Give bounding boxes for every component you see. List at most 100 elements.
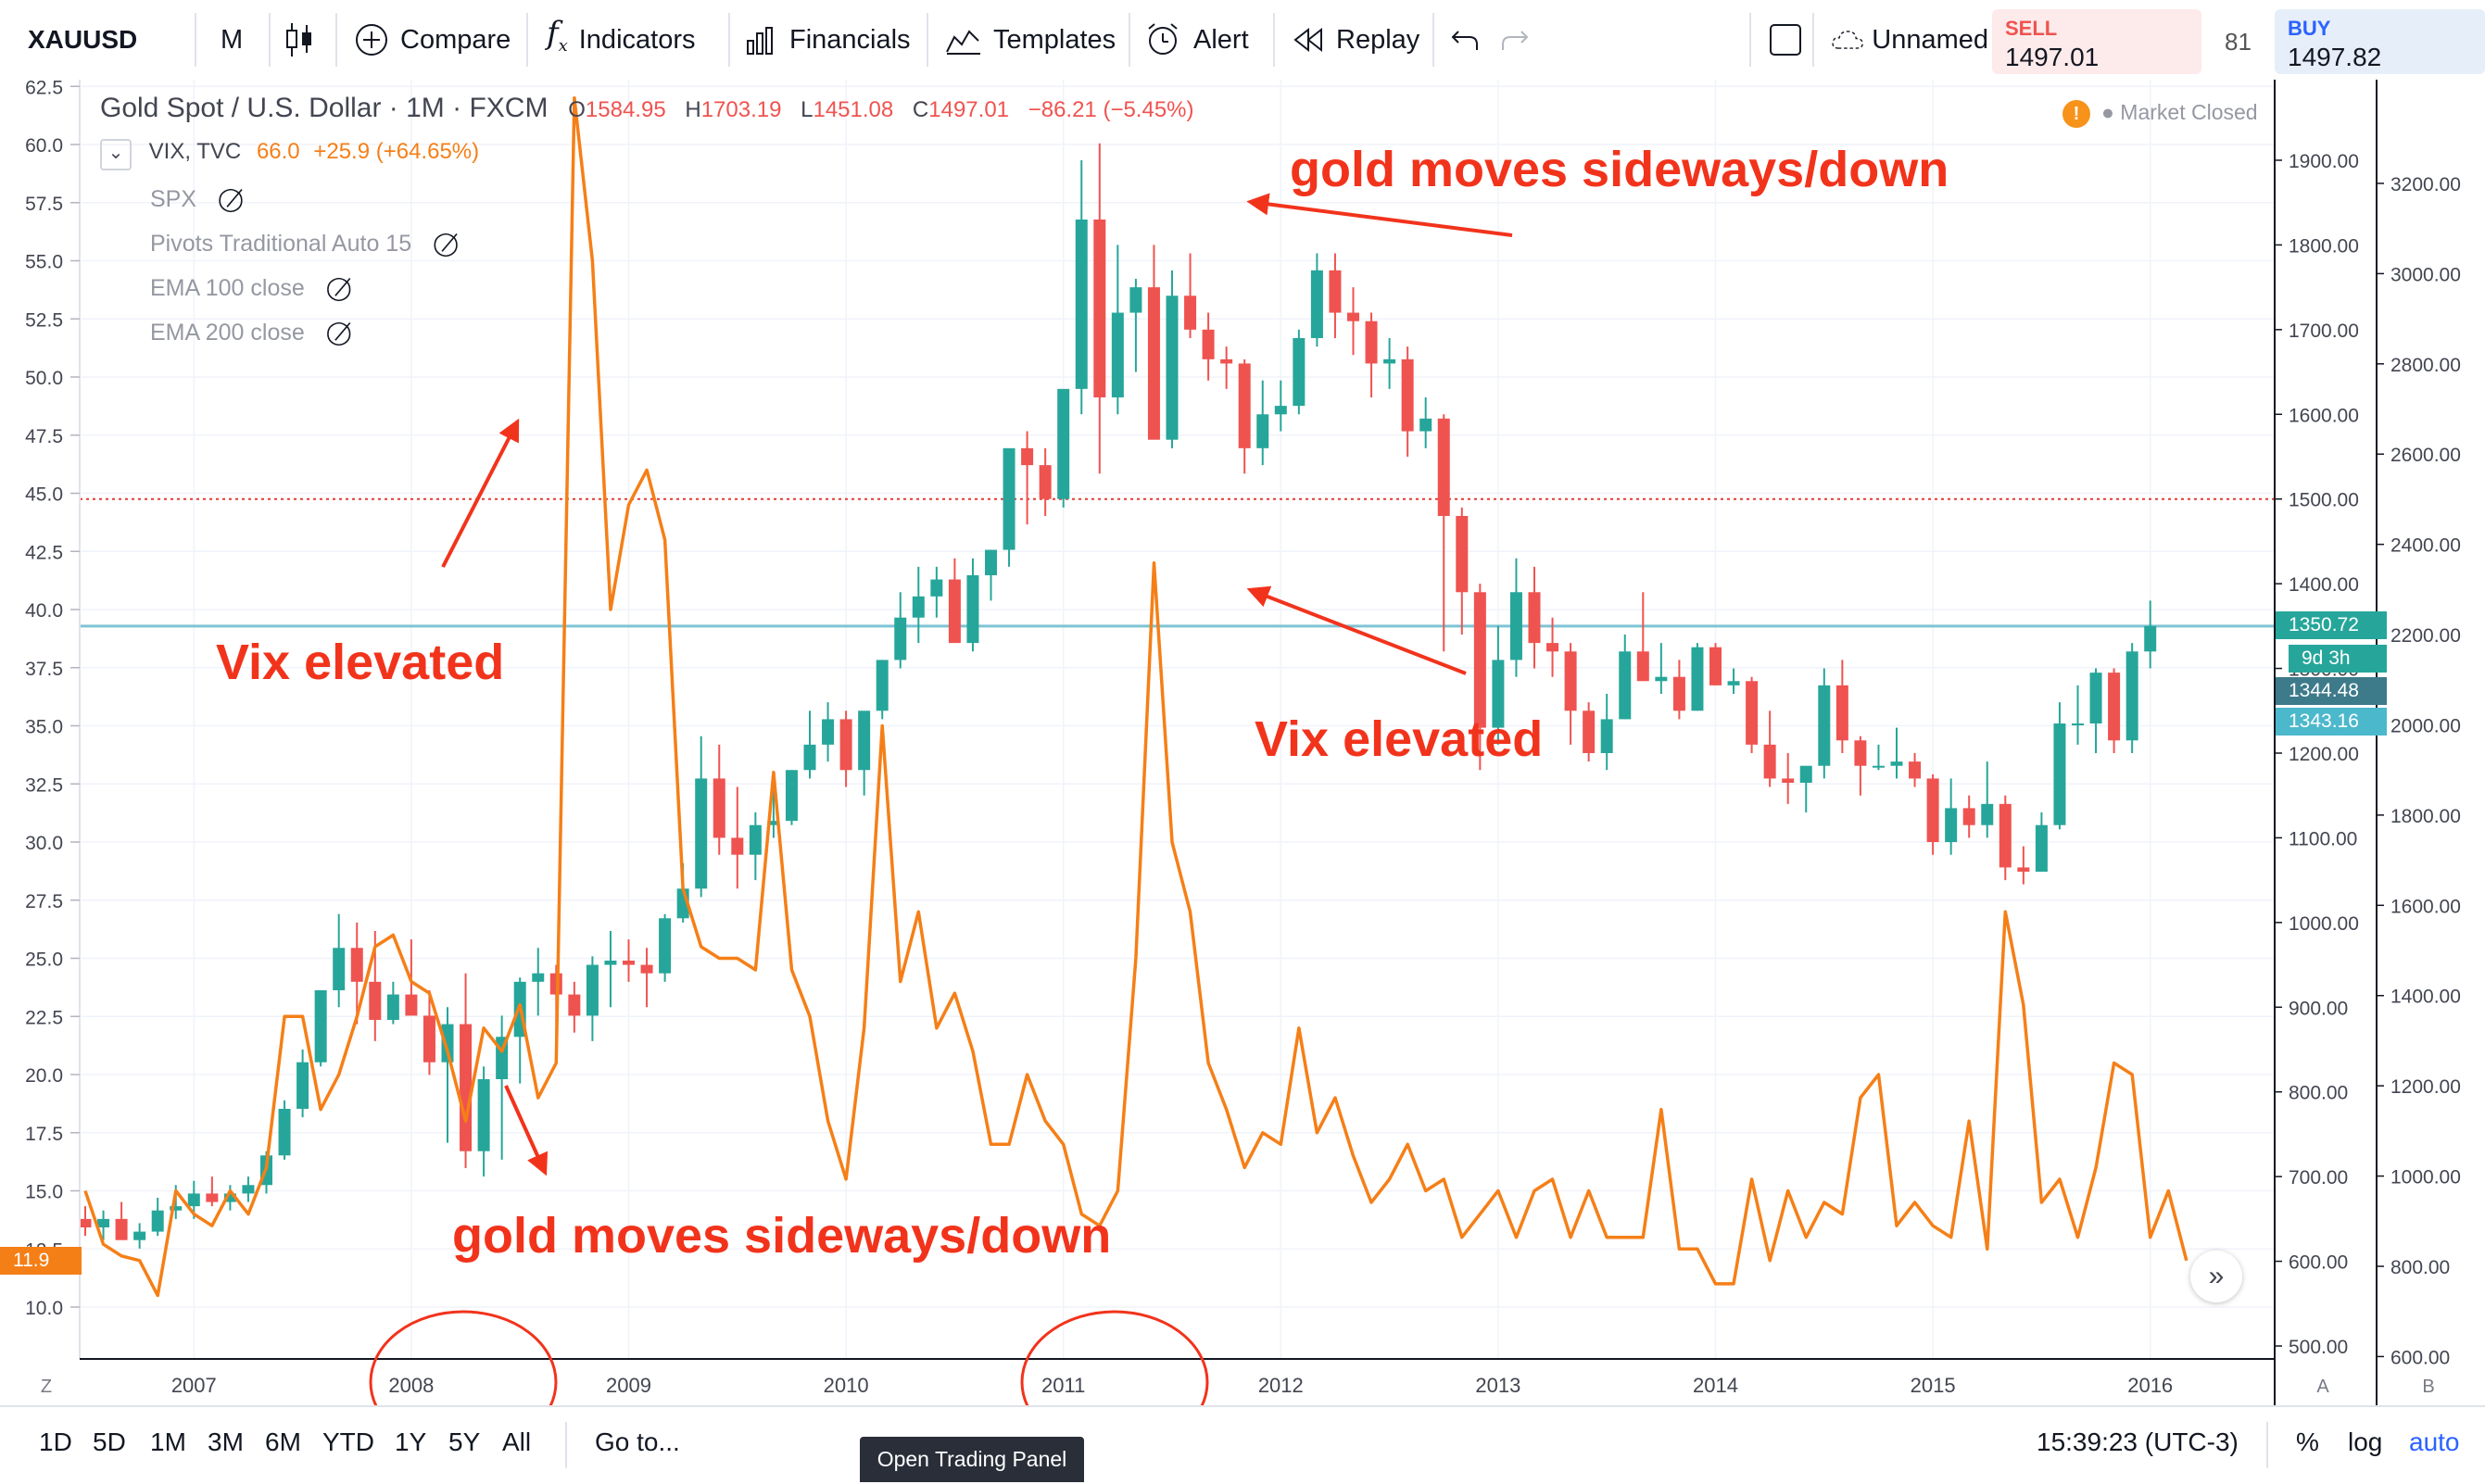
candle-body xyxy=(350,948,363,982)
candle-body xyxy=(79,1218,92,1227)
candle-body xyxy=(1473,592,1486,728)
candle xyxy=(1039,447,1052,516)
candle xyxy=(1746,676,1759,753)
templates-button[interactable]: Templates xyxy=(945,0,1116,80)
candle-body xyxy=(930,579,943,597)
candle xyxy=(1564,643,1577,745)
close-label: C xyxy=(912,97,929,122)
eye-crossed-icon[interactable]: ◯̸ xyxy=(433,231,460,257)
x-tick-label: 2009 xyxy=(606,1374,651,1397)
redo-button[interactable] xyxy=(1499,0,1531,80)
divider xyxy=(1749,13,1751,67)
candle-body xyxy=(278,1108,291,1156)
vix-tick-label: 25.0 xyxy=(25,950,63,971)
candle xyxy=(1419,396,1432,448)
candle-body xyxy=(1093,219,1106,397)
candle-body xyxy=(604,960,617,965)
candle-body xyxy=(1274,406,1287,415)
candle-body xyxy=(749,824,762,855)
symbol-search[interactable]: XAUUSD xyxy=(28,0,137,80)
range-5d[interactable]: 5D xyxy=(93,1427,126,1456)
candle-body xyxy=(1564,651,1577,711)
vix-tick-label: 45.0 xyxy=(25,484,63,506)
vix-tick-label: 35.0 xyxy=(25,717,63,738)
open-trading-panel-button[interactable]: Open Trading Panel xyxy=(860,1437,1084,1482)
log-toggle[interactable]: log xyxy=(2348,1427,2383,1456)
candle xyxy=(2089,668,2102,753)
gold-tick-label: 900.00 xyxy=(2289,998,2348,1019)
candle-body xyxy=(803,744,816,771)
indicators-button[interactable]: fx Indicators xyxy=(547,0,695,80)
indicator-ema100[interactable]: EMA 100 close ◯̸ xyxy=(150,274,352,302)
replay-label: Replay xyxy=(1336,24,1420,55)
indicator-ema200[interactable]: EMA 200 close ◯̸ xyxy=(150,319,352,346)
range-1m[interactable]: 1M xyxy=(150,1427,186,1456)
indicator-pivots[interactable]: Pivots Traditional Auto 15 ◯̸ xyxy=(150,230,459,258)
warning-icon[interactable]: ! xyxy=(2062,100,2090,128)
candle xyxy=(1111,245,1124,415)
auto-toggle[interactable]: auto xyxy=(2409,1427,2460,1456)
indicator-spx[interactable]: SPX ◯̸ xyxy=(150,185,244,213)
candle-body xyxy=(1492,660,1505,728)
vix-tick-label: 50.0 xyxy=(25,368,63,389)
collapse-icon[interactable]: ⌄ xyxy=(100,139,132,170)
percent-toggle[interactable]: % xyxy=(2296,1427,2319,1456)
fullscreen-button[interactable] xyxy=(1768,0,1803,80)
x-tick-label: 2011 xyxy=(1041,1374,1085,1397)
undo-button[interactable] xyxy=(1449,0,1481,80)
eye-crossed-icon[interactable]: ◯̸ xyxy=(325,320,352,346)
range-all[interactable]: All xyxy=(502,1427,532,1456)
financials-button[interactable]: Financials xyxy=(745,0,911,80)
divider xyxy=(335,13,337,67)
axis-b-icon[interactable]: B xyxy=(2422,1377,2434,1397)
plus-circle-icon xyxy=(356,24,387,56)
buy-button[interactable]: BUY 1497.82 xyxy=(2275,9,2485,74)
compare-button[interactable]: Compare xyxy=(354,0,511,80)
low-value: 1451.08 xyxy=(813,97,894,122)
candle xyxy=(1238,358,1251,474)
eye-crossed-icon[interactable]: ◯̸ xyxy=(217,186,244,212)
price-chart[interactable]: 10.012.515.017.520.022.525.027.530.032.5… xyxy=(0,80,2485,1406)
scroll-to-realtime-button[interactable]: » xyxy=(2190,1251,2242,1302)
candle-body xyxy=(1727,681,1740,685)
high-value: 1703.19 xyxy=(700,97,782,122)
x-axis-bg xyxy=(0,1359,2485,1405)
interval-button[interactable]: M xyxy=(221,0,243,80)
vix-tick-label: 20.0 xyxy=(25,1065,63,1087)
candle xyxy=(1401,346,1414,457)
range-3m[interactable]: 3M xyxy=(208,1427,244,1456)
annotation-circle-2008 xyxy=(369,1310,558,1406)
candle-body xyxy=(1419,418,1432,432)
range-6m[interactable]: 6M xyxy=(265,1427,301,1456)
vix-tick-label: 22.5 xyxy=(25,1007,63,1028)
sell-button[interactable]: SELL 1497.01 xyxy=(1992,9,2201,74)
spx-tick-label: 1400.00 xyxy=(2390,987,2461,1008)
candle xyxy=(1854,736,1867,796)
range-ytd[interactable]: YTD xyxy=(322,1427,374,1456)
goto-button[interactable]: Go to... xyxy=(595,1427,680,1456)
candle xyxy=(1057,388,1070,508)
candle xyxy=(1835,660,1848,753)
range-1d[interactable]: 1D xyxy=(39,1427,72,1456)
candle xyxy=(604,930,617,1008)
vix-legend[interactable]: ⌄ VIX, TVC 66.0 +25.9 (+64.65%) xyxy=(100,139,479,170)
range-5y[interactable]: 5Y xyxy=(448,1427,481,1456)
candle-body xyxy=(1528,592,1541,644)
candle-body xyxy=(1238,363,1251,448)
candle xyxy=(1600,693,1613,771)
axis-a-icon[interactable]: A xyxy=(2316,1377,2329,1397)
chart-type-button[interactable] xyxy=(284,0,315,80)
layout-button[interactable]: Unnamed xyxy=(1831,0,1988,80)
candle-body xyxy=(1021,447,1034,466)
eye-crossed-icon[interactable]: ◯̸ xyxy=(325,275,352,301)
candle xyxy=(767,786,780,838)
zoom-z-icon[interactable]: Z xyxy=(41,1377,52,1397)
series-title: Gold Spot / U.S. Dollar · 1M · FXCM xyxy=(100,93,549,123)
alert-button[interactable]: Alert xyxy=(1145,0,1249,80)
horizontal-lines xyxy=(80,497,2275,628)
gold-tick-label: 800.00 xyxy=(2289,1083,2348,1104)
candle-body xyxy=(894,617,907,660)
replay-button[interactable]: Replay xyxy=(1292,0,1419,80)
range-1y[interactable]: 1Y xyxy=(395,1427,427,1456)
undo-icon xyxy=(1451,31,1478,50)
